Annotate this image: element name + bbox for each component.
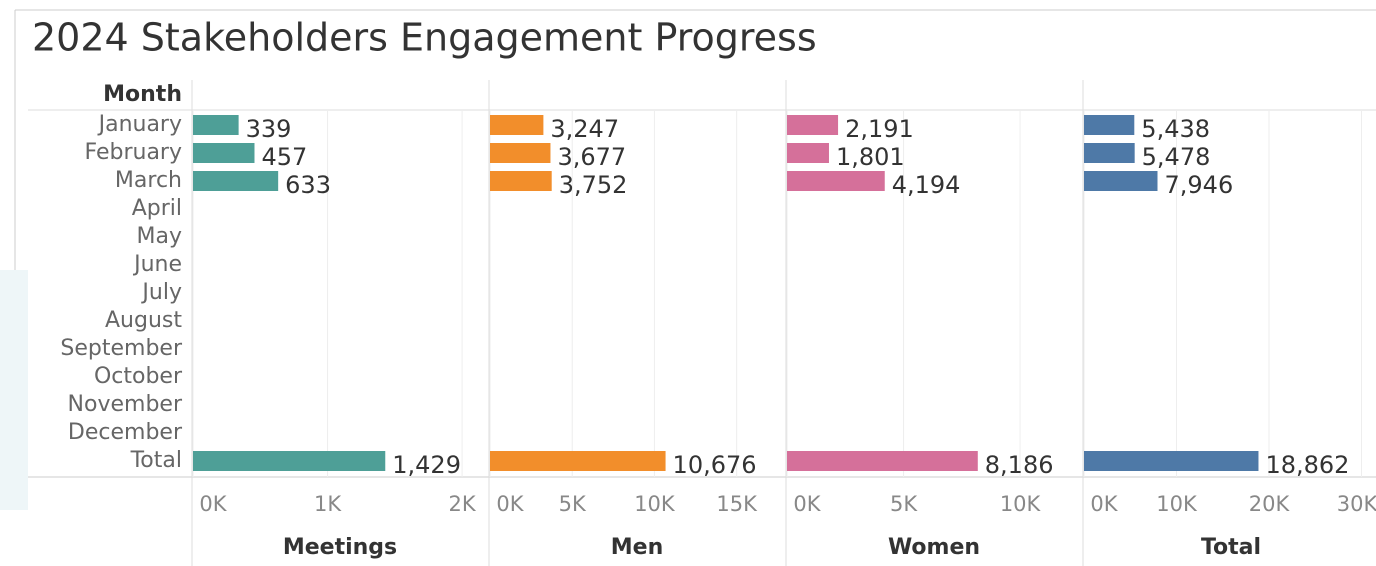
axis-title: Meetings xyxy=(283,535,397,560)
row-label: June xyxy=(132,252,182,277)
row-label: August xyxy=(105,308,182,333)
row-label: January xyxy=(97,112,182,137)
bar xyxy=(1084,115,1135,135)
bar xyxy=(193,115,239,135)
row-label: September xyxy=(60,336,183,361)
value-label: 1,801 xyxy=(836,143,905,171)
value-label: 3,677 xyxy=(557,143,626,171)
bar xyxy=(193,143,255,163)
axis-title: Men xyxy=(611,535,663,560)
value-label: 3,752 xyxy=(559,171,628,199)
value-label: 7,946 xyxy=(1165,171,1234,199)
x-tick-label: 10K xyxy=(1156,492,1198,516)
bar xyxy=(787,143,829,163)
row-label: October xyxy=(94,364,183,389)
row-label: December xyxy=(68,420,183,445)
value-label: 4,194 xyxy=(892,171,961,199)
x-tick-label: 10K xyxy=(1000,492,1042,516)
bar xyxy=(490,171,552,191)
chart-title: 2024 Stakeholders Engagement Progress xyxy=(32,16,817,60)
x-tick-label: 5K xyxy=(890,492,918,516)
x-tick-label: 1K xyxy=(314,492,342,516)
bar xyxy=(1084,143,1135,163)
value-label: 5,438 xyxy=(1141,115,1210,143)
value-label: 18,862 xyxy=(1265,451,1349,479)
bar xyxy=(787,115,839,135)
x-tick-label: 0K xyxy=(793,492,821,516)
value-label: 8,186 xyxy=(985,451,1054,479)
row-label: February xyxy=(85,140,183,165)
x-tick-label: 0K xyxy=(496,492,524,516)
row-header: Month xyxy=(103,82,182,107)
bar xyxy=(1084,171,1158,191)
value-label: 1,429 xyxy=(392,451,461,479)
x-tick-label: 2K xyxy=(449,492,477,516)
row-label: May xyxy=(137,224,182,249)
value-label: 339 xyxy=(246,115,292,143)
value-label: 2,191 xyxy=(845,115,914,143)
value-label: 633 xyxy=(285,171,331,199)
bar xyxy=(193,451,386,471)
x-tick-label: 10K xyxy=(634,492,676,516)
value-label: 457 xyxy=(261,143,307,171)
x-tick-label: 20K xyxy=(1249,492,1291,516)
bar xyxy=(490,143,551,163)
value-label: 10,676 xyxy=(673,451,757,479)
bar xyxy=(193,171,279,191)
value-label: 5,478 xyxy=(1142,143,1211,171)
x-tick-label: 5K xyxy=(559,492,587,516)
bar xyxy=(787,171,885,191)
bar xyxy=(787,451,978,471)
x-tick-label: 15K xyxy=(716,492,758,516)
axis-title: Total xyxy=(1201,535,1261,560)
bar xyxy=(490,451,666,471)
bar xyxy=(490,115,544,135)
x-tick-label: 0K xyxy=(199,492,227,516)
row-label: March xyxy=(115,168,182,193)
x-tick-label: 30K xyxy=(1337,492,1376,516)
axis-title: Women xyxy=(888,535,980,560)
decor xyxy=(0,270,28,510)
row-label: Total xyxy=(130,448,182,473)
x-tick-label: 0K xyxy=(1090,492,1118,516)
row-label: July xyxy=(140,280,182,305)
row-label: April xyxy=(132,196,182,221)
row-label: November xyxy=(68,392,183,417)
value-label: 3,247 xyxy=(550,115,619,143)
bar xyxy=(1084,451,1259,471)
